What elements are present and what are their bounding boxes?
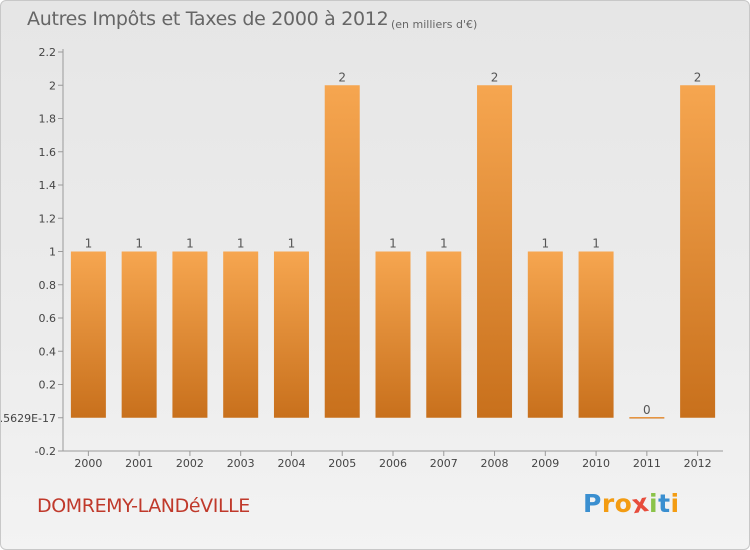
bar — [578, 251, 614, 418]
bar-value-label: 1 — [135, 237, 143, 251]
x-tick-label: 2006 — [379, 457, 407, 470]
bar — [273, 251, 309, 418]
y-tick-label: 1.6 — [39, 146, 57, 159]
logo-letter: P — [583, 489, 602, 518]
bar — [629, 417, 665, 419]
x-tick-label: 2009 — [531, 457, 559, 470]
x-tick-label: 2008 — [481, 457, 509, 470]
bar — [477, 85, 513, 418]
bar-value-label: 0 — [643, 403, 651, 417]
x-tick-label: 2000 — [74, 457, 102, 470]
chart-title: Autres Impôts et Taxes de 2000 à 2012 — [27, 8, 389, 30]
x-tick-label: 2001 — [125, 457, 153, 470]
y-tick-label: 0.2 — [39, 379, 57, 392]
y-tick-label: 0.4 — [39, 345, 57, 358]
x-tick-label: 2007 — [430, 457, 458, 470]
y-tick-label: 1 — [49, 246, 56, 259]
bar-value-label: 1 — [541, 237, 549, 251]
commune-name: DOMREMY-LANDéVILLE — [37, 495, 250, 517]
bar-value-label: 2 — [491, 70, 499, 84]
chart-axes: -0.2 -1.5629E-17 0.2 0.4 0.6 0.8 1 1.2 1.4 1.6 1.8… — [1, 46, 723, 470]
bar — [70, 251, 106, 418]
y-tick-label: 1.2 — [39, 212, 57, 225]
bar — [426, 251, 462, 418]
chart-subtitle: (en milliers d'€) — [391, 18, 478, 31]
bar-value-label: 1 — [288, 237, 296, 251]
y-tick-label: -0.2 — [35, 445, 56, 458]
x-tick-label: 2012 — [684, 457, 712, 470]
x-tick-label: 2005 — [328, 457, 356, 470]
bar-value-label: 2 — [694, 70, 702, 84]
bar — [375, 251, 411, 418]
bar-value-label: 1 — [389, 237, 397, 251]
y-tick-label: 2.2 — [39, 46, 57, 59]
x-tick-label: 2002 — [176, 457, 204, 470]
y-tick-label: 0.8 — [39, 279, 57, 292]
x-tick-label: 2003 — [227, 457, 255, 470]
chart-data-labels: 1 1 1 1 1 2 1 1 2 1 1 0 2 — [85, 70, 702, 417]
chart-bars — [70, 85, 716, 419]
x-tick-label: 2004 — [277, 457, 305, 470]
bar — [324, 85, 360, 418]
bar-value-label: 1 — [85, 237, 93, 251]
y-tick-label: 0.6 — [39, 312, 57, 325]
x-tick-label: 2010 — [582, 457, 610, 470]
logo-letter: o — [614, 489, 633, 518]
logo-letter: i — [670, 489, 680, 518]
logo-letter: t — [658, 489, 671, 518]
x-tick-label: 2011 — [633, 457, 661, 470]
bar-value-label: 2 — [338, 70, 346, 84]
bar-value-label: 1 — [592, 237, 600, 251]
bar — [223, 251, 259, 418]
y-tick-label: -1.5629E-17 — [1, 412, 56, 425]
logo-letter: r — [601, 489, 615, 518]
proxiti-logo[interactable]: Proxiti — [583, 488, 680, 519]
bar — [121, 251, 157, 418]
bar — [172, 251, 208, 418]
bar-value-label: 1 — [440, 237, 448, 251]
bar-value-label: 1 — [186, 237, 194, 251]
bar-value-label: 1 — [237, 237, 245, 251]
bar — [527, 251, 563, 418]
y-tick-label: 1.4 — [39, 179, 57, 192]
y-tick-label: 2 — [49, 79, 56, 92]
y-tick-label: 1.8 — [39, 113, 57, 126]
bar — [680, 85, 716, 418]
logo-letter: i — [649, 489, 659, 518]
